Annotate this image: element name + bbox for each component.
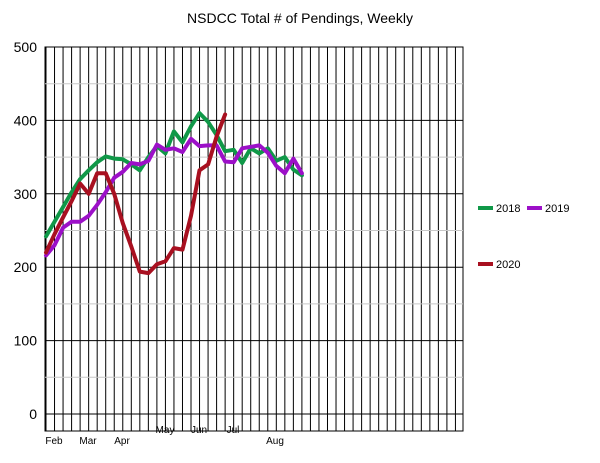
x-tick-label: Mar	[79, 436, 97, 447]
series-line-2018	[44, 111, 304, 239]
gridlines	[44, 46, 464, 432]
legend-label-2019: 2019	[545, 203, 569, 215]
y-tick-label: 500	[14, 39, 38, 55]
y-axis-ticks: 0 100 200 300 400 500	[14, 39, 38, 422]
chart-title: NSDCC Total # of Pendings, Weekly	[187, 10, 413, 26]
x-tick-label: Aug	[266, 436, 284, 447]
y-tick-label: 0	[29, 406, 37, 422]
x-tick-label: Jun	[191, 425, 207, 436]
legend: 2018 2019 2020	[478, 203, 569, 271]
x-tick-label: May	[156, 425, 175, 436]
x-tick-label: Feb	[45, 436, 63, 447]
x-tick-label: Jul	[227, 425, 240, 436]
series-line-2019	[44, 136, 304, 258]
x-tick-label: Apr	[114, 436, 130, 447]
x-axis-ticks: Feb Mar Apr May Jun Jul Aug	[45, 425, 284, 447]
y-tick-label: 300	[14, 186, 38, 202]
y-tick-label: 400	[14, 112, 38, 128]
y-tick-label: 100	[14, 333, 38, 349]
series-line-2020	[44, 112, 228, 276]
series-lines	[44, 111, 304, 276]
plot-frame	[44, 46, 464, 432]
y-tick-label: 200	[14, 259, 38, 275]
legend-label-2020: 2020	[496, 259, 520, 271]
legend-label-2018: 2018	[496, 203, 520, 215]
